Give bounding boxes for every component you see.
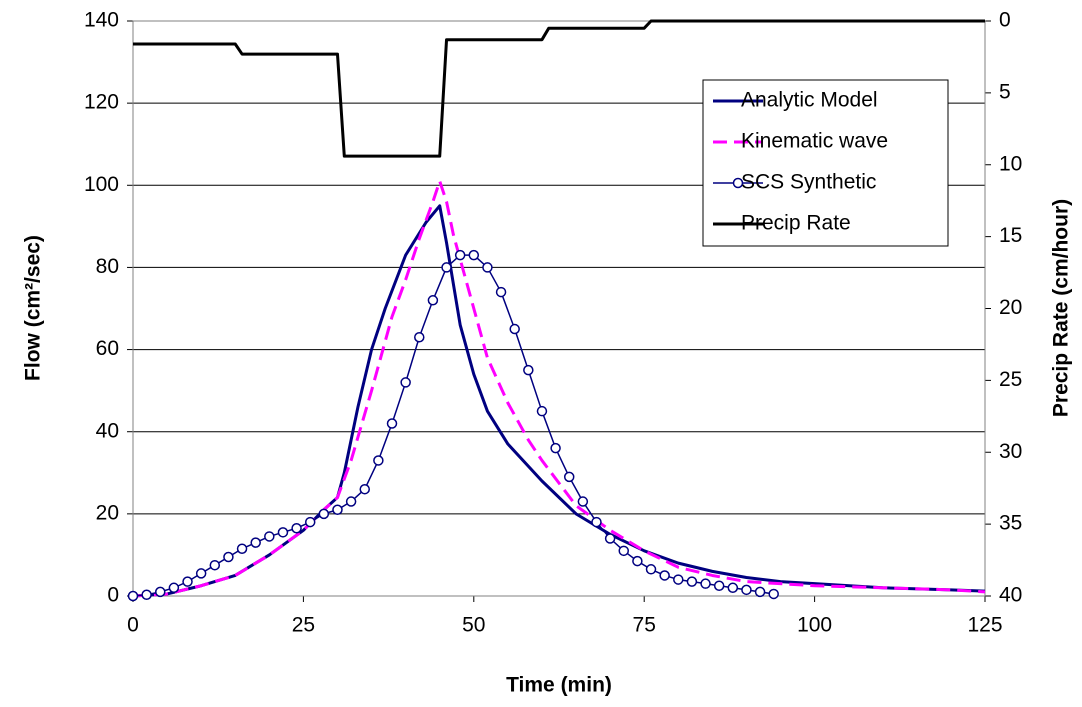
legend-marker [732, 177, 744, 189]
y-tick-label: 120 [84, 91, 119, 114]
marker [345, 496, 357, 507]
series-line [132, 254, 774, 597]
marker [441, 262, 452, 273]
marker [291, 522, 302, 534]
marker [182, 576, 193, 587]
series-line [132, 204, 986, 598]
y2-axis-title: Precip Rate (cm/hour) [1050, 199, 1073, 417]
x-tick-label: 75 [633, 614, 656, 637]
marker [195, 568, 207, 579]
marker [454, 249, 466, 261]
marker [700, 578, 711, 589]
y2-tick-label: 35 [999, 512, 1022, 535]
marker [373, 455, 384, 466]
y-axis-title: Flow (cm²/sec) [22, 235, 45, 381]
marker [482, 262, 493, 273]
legend-label: Kinematic wave [741, 130, 888, 153]
marker [386, 418, 398, 429]
y2-tick-label: 0 [999, 9, 1011, 32]
marker [223, 551, 234, 563]
legend-label: SCS Synthetic [741, 171, 876, 194]
y2-tick-label: 10 [999, 152, 1022, 175]
y2-tick-label: 5 [999, 80, 1011, 103]
marker [686, 576, 698, 587]
marker [155, 586, 166, 598]
marker [618, 545, 630, 557]
plot-frame [132, 20, 986, 597]
y-tick-label: 20 [96, 501, 119, 524]
marker [768, 588, 779, 600]
marker [509, 323, 520, 335]
marker [713, 580, 725, 591]
marker [563, 471, 575, 483]
x-tick-label: 25 [292, 614, 315, 637]
x-tick-label: 100 [797, 614, 832, 637]
marker [727, 582, 739, 594]
marker [236, 543, 248, 555]
marker [577, 496, 589, 507]
marker [495, 286, 507, 298]
marker [741, 584, 752, 596]
marker [645, 564, 657, 575]
y-tick-label: 40 [96, 419, 119, 442]
marker [168, 582, 180, 594]
y-tick-label: 80 [96, 255, 119, 278]
x-axis-title: Time (min) [506, 674, 612, 697]
marker [468, 249, 480, 261]
marker [427, 295, 439, 306]
marker [414, 332, 425, 343]
marker [632, 555, 643, 567]
marker [754, 586, 766, 598]
marker [359, 483, 370, 495]
marker [659, 570, 670, 581]
series-line [133, 19, 985, 158]
x-tick-label: 0 [127, 614, 139, 637]
marker [591, 516, 602, 528]
y-tick-label: 100 [84, 173, 119, 196]
legend-label: Analytic Model [741, 89, 878, 112]
y2-tick-label: 15 [999, 224, 1022, 247]
marker [604, 533, 616, 544]
y-tick-label: 60 [96, 337, 119, 360]
marker [673, 574, 684, 585]
marker [304, 516, 316, 528]
marker [318, 508, 330, 520]
y-tick-label: 140 [84, 9, 119, 32]
marker [523, 364, 534, 376]
marker [127, 590, 139, 602]
marker [250, 537, 261, 548]
marker [536, 405, 548, 417]
marker [209, 559, 221, 571]
series-line [132, 179, 986, 598]
marker [277, 527, 289, 538]
marker [332, 504, 343, 515]
marker [264, 531, 275, 542]
legend-label: Precip Rate [741, 212, 851, 235]
y-tick-label: 0 [107, 584, 119, 607]
x-tick-label: 50 [462, 614, 485, 637]
y2-tick-label: 25 [999, 368, 1022, 391]
marker [400, 377, 411, 388]
legend-box [702, 79, 949, 247]
marker [141, 589, 152, 601]
y2-tick-label: 40 [999, 584, 1022, 607]
marker [550, 442, 561, 454]
y2-tick-label: 30 [999, 440, 1022, 463]
x-tick-label: 125 [967, 614, 1002, 637]
y2-tick-label: 20 [999, 296, 1022, 319]
